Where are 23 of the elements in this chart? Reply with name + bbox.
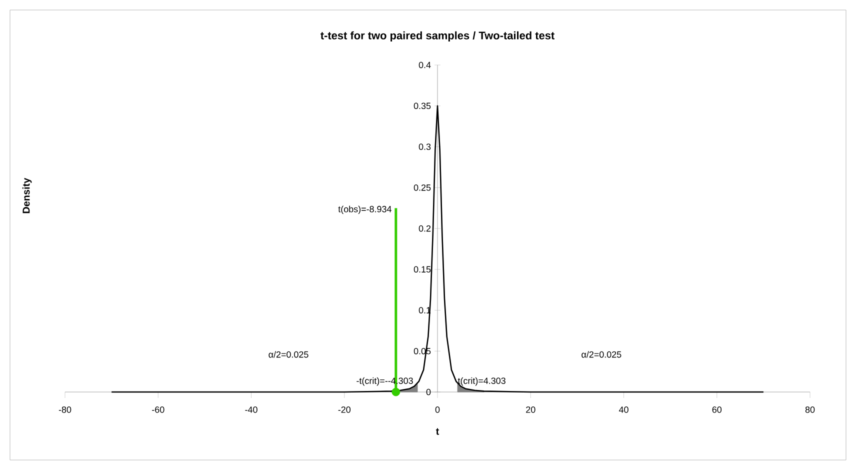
x-tick-label: -80	[58, 406, 72, 413]
y-tick-label: 0	[426, 388, 431, 396]
y-tick-label: 0.15	[414, 266, 431, 273]
y-tick-label: 0.25	[414, 184, 431, 191]
y-tick-label: 0.35	[414, 102, 431, 110]
y-tick-label: 0.4	[418, 62, 431, 68]
annotation: α/2=0.025	[268, 351, 308, 358]
x-tick-label: -20	[338, 406, 351, 413]
chart-title: t-test for two paired samples / Two-tailed test	[320, 31, 554, 42]
x-tick-label: 80	[805, 406, 815, 413]
x-tick-label: 0	[435, 406, 440, 413]
y-axis-title: Density	[22, 178, 32, 214]
annotation: t(crit)=4.303	[458, 377, 506, 386]
x-tick-label: 40	[618, 406, 628, 413]
x-tick-label: -60	[152, 406, 164, 413]
y-tick-label: 0.2	[418, 225, 431, 232]
annotation: t(obs)=-8.934	[338, 206, 392, 214]
x-tick-label: 20	[526, 406, 536, 413]
x-axis-title: t	[436, 428, 440, 435]
x-tick-label: -40	[245, 406, 258, 413]
y-tick-label: 0.3	[418, 144, 431, 150]
annotation: α/2=0.025	[582, 351, 622, 358]
x-tick-label: 60	[712, 406, 722, 413]
